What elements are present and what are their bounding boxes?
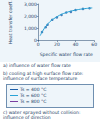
html-text:Ts = 400 °C: Ts = 400 °C (20, 86, 47, 92)
svg-text:1,000: 1,000 (24, 26, 37, 31)
html-text:Ts = 600 °C: Ts = 600 °C (20, 92, 47, 98)
html-text:Ts = 800 °C: Ts = 800 °C (20, 98, 47, 104)
html-text:c) water sprayed without colli: c) water sprayed without collision: infl… (3, 109, 81, 120)
html-text:b) cooling at high surface flo: b) cooling at high surface flow rate: in… (3, 70, 84, 81)
svg-text:40: 40 (73, 42, 79, 47)
svg-text:60: 60 (91, 42, 97, 47)
svg-text:Specific water flow rate: Specific water flow rate (40, 52, 93, 57)
svg-text:3,000: 3,000 (24, 2, 37, 7)
svg-text:0: 0 (37, 42, 40, 47)
svg-text:Heat transfer coeff.: Heat transfer coeff. (8, 0, 13, 44)
svg-text:0: 0 (33, 38, 37, 44)
html-text:a) influence of water flow rat: a) influence of water flow rate (3, 63, 71, 68)
svg-text:20: 20 (54, 42, 60, 47)
svg-text:2,000: 2,000 (24, 14, 37, 19)
